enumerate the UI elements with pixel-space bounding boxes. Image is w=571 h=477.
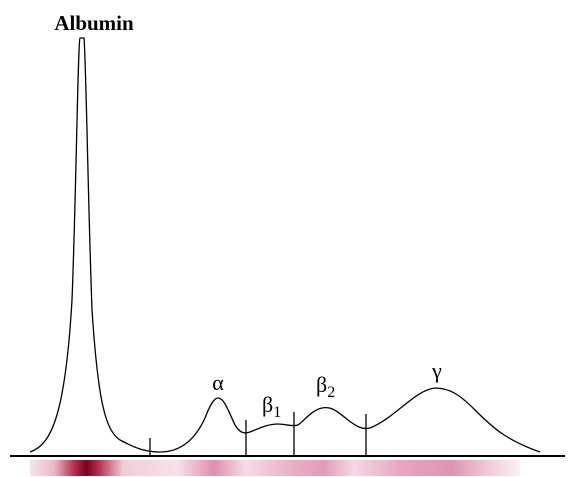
subscript: 1 <box>273 404 281 421</box>
fraction-label: α <box>212 370 224 395</box>
gel-band <box>30 460 520 476</box>
subscript: 2 <box>327 384 335 401</box>
fraction-label: β2 <box>316 372 335 401</box>
page: Albumin α β1 β2 γ (() => { const data = … <box>0 0 571 477</box>
symbol: β <box>316 372 327 397</box>
fraction-label: β1 <box>262 392 281 421</box>
albumin-label: Albumin <box>54 11 134 35</box>
symbol: β <box>262 392 273 417</box>
electrophoresis-diagram: Albumin α β1 β2 γ <box>0 0 571 477</box>
density-curve <box>30 38 540 452</box>
fraction-label: γ <box>431 358 442 383</box>
symbol: α <box>212 370 224 395</box>
symbol: γ <box>431 358 442 383</box>
